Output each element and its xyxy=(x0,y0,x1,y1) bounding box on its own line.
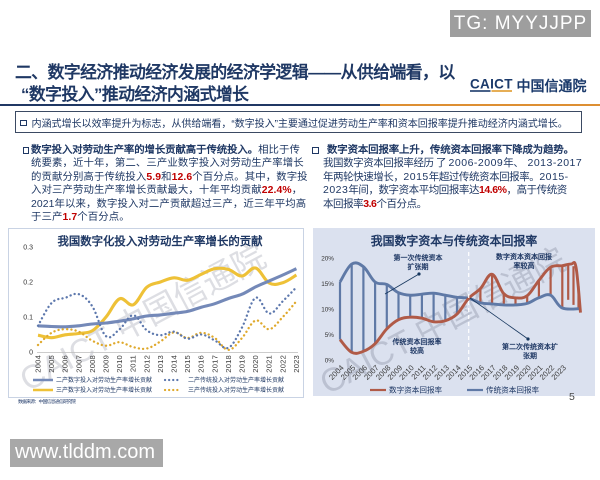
svg-text:张期: 张期 xyxy=(523,351,537,360)
svg-text:2015: 2015 xyxy=(183,355,192,373)
svg-text:2014: 2014 xyxy=(170,355,179,373)
svg-text:2013: 2013 xyxy=(156,355,165,373)
svg-text:2018: 2018 xyxy=(224,355,233,373)
svg-text:第一次传统资本: 第一次传统资本 xyxy=(394,253,443,262)
svg-text:第二次传统资本扩: 第二次传统资本扩 xyxy=(502,342,558,351)
svg-text:2021: 2021 xyxy=(265,355,274,373)
svg-text:三产传统投入对劳动生产率增长贡献: 三产传统投入对劳动生产率增长贡献 xyxy=(188,386,284,394)
svg-text:2005: 2005 xyxy=(47,355,56,373)
svg-text:2016: 2016 xyxy=(197,355,206,373)
svg-text:2022: 2022 xyxy=(278,355,287,373)
svg-text:0.2: 0.2 xyxy=(23,280,33,287)
svg-text:2012: 2012 xyxy=(142,355,151,373)
svg-text:较高: 较高 xyxy=(410,346,424,355)
svg-text:0: 0 xyxy=(29,350,33,357)
svg-text:2023: 2023 xyxy=(292,355,301,373)
svg-text:0%: 0% xyxy=(325,358,335,365)
svg-text:2010: 2010 xyxy=(115,355,124,373)
svg-text:15%: 15% xyxy=(321,281,334,288)
svg-text:传统资本回报率: 传统资本回报率 xyxy=(486,385,540,395)
svg-text:2020: 2020 xyxy=(251,355,260,373)
svg-text:2011: 2011 xyxy=(129,355,138,372)
svg-text:我国数字化投入对劳动生产率增长的贡献: 我国数字化投入对劳动生产率增长的贡献 xyxy=(57,234,263,248)
svg-text:2009: 2009 xyxy=(102,355,111,373)
svg-text:率较高: 率较高 xyxy=(514,261,535,270)
svg-text:二产传统投入对劳动生产率增长贡献: 二产传统投入对劳动生产率增长贡献 xyxy=(188,376,284,384)
svg-text:二产数字投入对劳动生产率增长贡献: 二产数字投入对劳动生产率增长贡献 xyxy=(56,376,152,384)
svg-text:2017: 2017 xyxy=(210,355,219,373)
svg-text:5%: 5% xyxy=(325,332,335,339)
svg-text:10%: 10% xyxy=(321,307,334,314)
svg-text:扩张期: 扩张期 xyxy=(408,262,429,271)
svg-text:CAICT: CAICT xyxy=(470,77,513,92)
svg-text:0.3: 0.3 xyxy=(23,245,33,252)
svg-text:2004: 2004 xyxy=(34,355,43,373)
svg-text:2008: 2008 xyxy=(88,355,97,373)
svg-text:2006: 2006 xyxy=(61,355,70,373)
svg-text:0.1: 0.1 xyxy=(23,315,33,322)
svg-text:2007: 2007 xyxy=(74,355,83,373)
svg-text:2019: 2019 xyxy=(238,355,247,373)
svg-text:我国数字资本与传统资本回报率: 我国数字资本与传统资本回报率 xyxy=(371,234,538,248)
svg-text:数字资本回报率: 数字资本回报率 xyxy=(389,385,443,395)
svg-text:中国信通院: 中国信通院 xyxy=(517,78,587,94)
svg-text:传统资本回报率: 传统资本回报率 xyxy=(392,337,442,346)
svg-text:20%: 20% xyxy=(321,256,334,263)
svg-text:数字资本资本回报: 数字资本资本回报 xyxy=(496,252,553,261)
svg-text:三产数字投入对劳动生产率增长贡献: 三产数字投入对劳动生产率增长贡献 xyxy=(56,386,152,394)
